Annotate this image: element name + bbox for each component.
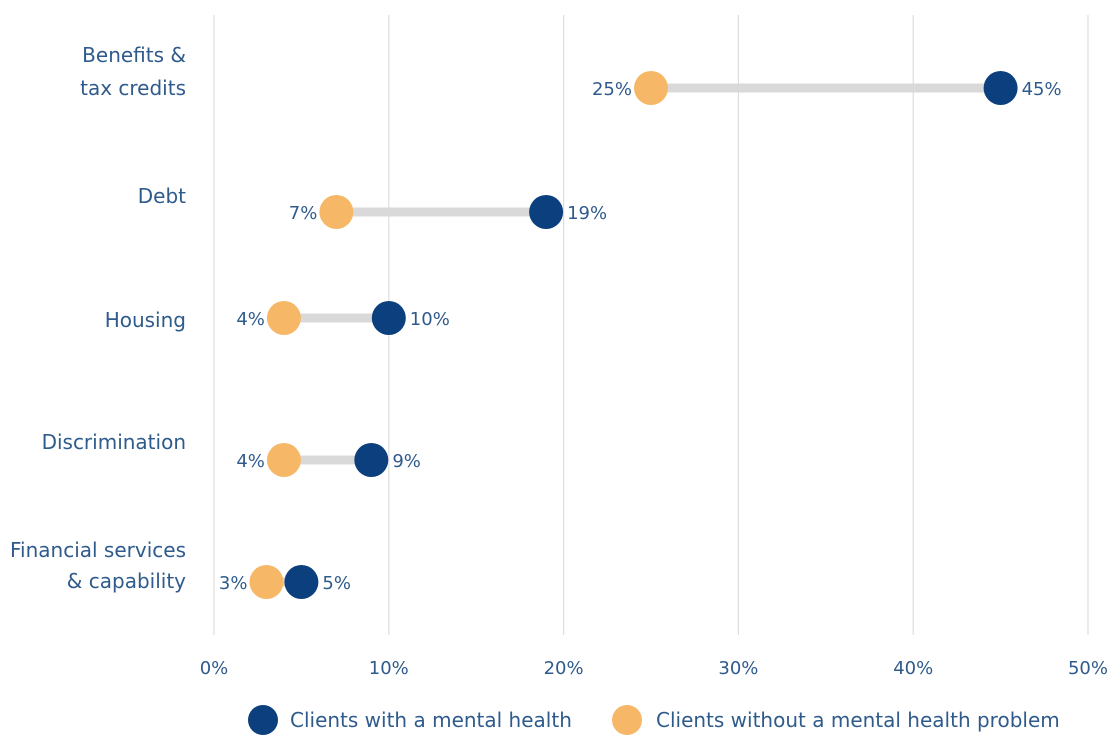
legend: Clients with a mental health Clients with… <box>248 705 1060 735</box>
category-label: tax credits <box>80 76 186 100</box>
x-tick-label: 50% <box>1068 658 1108 679</box>
with-value-label: 45% <box>1022 79 1062 100</box>
with-value-label: 10% <box>410 309 450 330</box>
x-axis-ticks: 0% 10% 20% 30% 40% 50% <box>200 658 1108 679</box>
without-mental-health-dot <box>249 565 284 599</box>
with-value-label: 19% <box>567 203 607 224</box>
legend-swatch <box>612 705 642 735</box>
without-value-label: 7% <box>289 203 318 224</box>
category-label: Housing <box>105 308 186 332</box>
gridlines <box>213 15 1089 635</box>
with-value-label: 5% <box>322 573 351 594</box>
category-label: & capability <box>67 569 186 593</box>
with-mental-health-dot <box>284 565 319 599</box>
x-tick-label: 30% <box>718 658 758 679</box>
with-mental-health-dot <box>371 301 406 335</box>
with-mental-health-dot <box>354 443 389 477</box>
legend-label: Clients without a mental health problem <box>656 708 1060 732</box>
x-tick-label: 20% <box>544 658 584 679</box>
data-rows: 25% 45% 7% 19% 4% 10% 4% 9% 3% 5% <box>219 71 1062 599</box>
x-tick-label: 40% <box>893 658 933 679</box>
legend-swatch <box>248 705 278 735</box>
category-label: Debt <box>138 184 186 208</box>
without-value-label: 4% <box>236 451 265 472</box>
without-value-label: 25% <box>592 79 632 100</box>
without-value-label: 4% <box>236 309 265 330</box>
without-mental-health-dot <box>319 195 354 229</box>
with-mental-health-dot <box>529 195 564 229</box>
legend-label: Clients with a mental health <box>290 708 572 732</box>
without-mental-health-dot <box>634 71 668 105</box>
category-labels: Benefits & tax credits Debt Housing Discrimi… <box>10 43 186 593</box>
x-tick-label: 10% <box>369 658 409 679</box>
x-tick-label: 0% <box>200 658 229 679</box>
category-label: Benefits & <box>82 43 186 67</box>
with-value-label: 9% <box>392 451 421 472</box>
without-mental-health-dot <box>266 443 301 477</box>
without-value-label: 3% <box>219 573 248 594</box>
category-label: Financial services <box>10 538 186 562</box>
with-mental-health-dot <box>983 71 1018 105</box>
without-mental-health-dot <box>266 301 301 335</box>
category-label: Discrimination <box>42 430 186 454</box>
